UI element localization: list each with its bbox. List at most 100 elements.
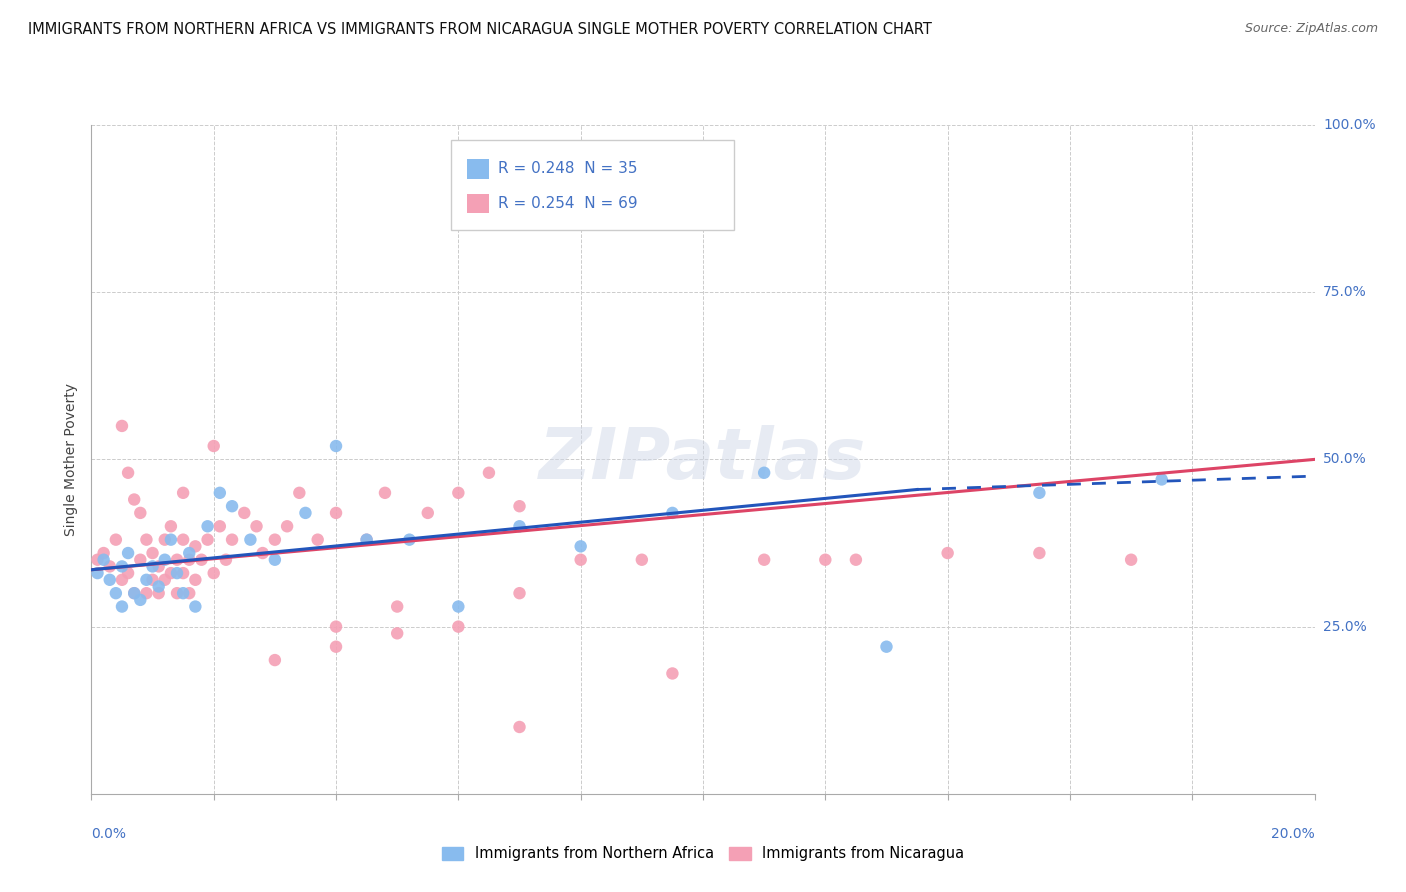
Point <box>197 519 219 533</box>
Point <box>325 640 347 654</box>
Point <box>148 580 170 594</box>
Point <box>264 552 287 567</box>
Point <box>117 566 139 581</box>
Point <box>166 566 188 581</box>
Point <box>129 592 152 607</box>
Point <box>264 653 287 667</box>
Point <box>356 533 378 547</box>
Point <box>153 533 176 547</box>
Point <box>160 566 183 581</box>
Text: 50.0%: 50.0% <box>1323 452 1367 467</box>
Point <box>166 586 188 600</box>
Text: 0.0%: 0.0% <box>91 827 127 841</box>
Point <box>179 586 201 600</box>
Point <box>221 500 243 514</box>
Point <box>148 586 170 600</box>
Point <box>197 533 219 547</box>
Point <box>202 439 225 453</box>
Point <box>141 559 163 574</box>
Point <box>202 566 225 581</box>
Point <box>661 666 683 681</box>
Point <box>233 506 256 520</box>
Point <box>172 533 194 547</box>
Point <box>509 720 531 734</box>
Point <box>814 552 837 567</box>
Point <box>631 552 654 567</box>
Point <box>129 506 152 520</box>
Y-axis label: Single Mother Poverty: Single Mother Poverty <box>65 383 79 536</box>
Text: 25.0%: 25.0% <box>1323 620 1367 633</box>
Point <box>1121 552 1143 567</box>
Point <box>160 533 183 547</box>
Point <box>208 519 231 533</box>
Point <box>122 586 145 600</box>
Point <box>93 552 115 567</box>
Point <box>1028 485 1050 500</box>
Point <box>104 586 127 600</box>
Point <box>936 546 959 560</box>
Point <box>166 552 188 567</box>
Point <box>447 485 470 500</box>
Text: R = 0.248  N = 35: R = 0.248 N = 35 <box>498 161 637 177</box>
Point <box>111 559 134 574</box>
Point <box>1150 473 1173 487</box>
Point <box>416 506 439 520</box>
Point <box>509 586 531 600</box>
Point <box>264 533 287 547</box>
Point <box>93 546 115 560</box>
Point <box>385 626 409 640</box>
Point <box>111 573 134 587</box>
Point <box>184 599 207 614</box>
Point <box>117 546 139 560</box>
Point <box>122 586 145 600</box>
Point <box>478 466 501 480</box>
Point <box>356 533 378 547</box>
Point <box>98 559 121 574</box>
Point <box>325 619 347 633</box>
Point <box>153 552 176 567</box>
Point <box>172 586 194 600</box>
Point <box>569 552 592 567</box>
Point <box>208 485 231 500</box>
Point <box>98 573 121 587</box>
Text: 75.0%: 75.0% <box>1323 285 1367 299</box>
Legend: Immigrants from Northern Africa, Immigrants from Nicaragua: Immigrants from Northern Africa, Immigra… <box>436 840 970 867</box>
Point <box>135 533 157 547</box>
Point <box>86 566 108 581</box>
Point <box>447 619 470 633</box>
Point <box>294 506 316 520</box>
Point <box>239 533 262 547</box>
Point <box>875 640 898 654</box>
Point <box>179 546 201 560</box>
Point <box>252 546 274 560</box>
Point <box>307 533 329 547</box>
Point <box>190 552 212 567</box>
Point <box>245 519 267 533</box>
Point <box>117 466 139 480</box>
Point <box>135 586 157 600</box>
Text: 100.0%: 100.0% <box>1323 118 1375 132</box>
Point <box>184 539 207 553</box>
Text: 20.0%: 20.0% <box>1271 827 1315 841</box>
Point <box>160 519 183 533</box>
Point <box>184 573 207 587</box>
Point <box>141 573 163 587</box>
Point <box>215 552 238 567</box>
Point <box>385 599 409 614</box>
Point <box>325 439 347 453</box>
Point <box>104 533 127 547</box>
Point <box>1028 546 1050 560</box>
Point <box>276 519 298 533</box>
Point <box>221 533 243 547</box>
Point <box>86 552 108 567</box>
Point <box>172 566 194 581</box>
Point <box>398 533 420 547</box>
Text: R = 0.254  N = 69: R = 0.254 N = 69 <box>498 196 637 211</box>
Point <box>754 552 776 567</box>
Point <box>845 552 868 567</box>
Point <box>141 546 163 560</box>
Point <box>153 573 176 587</box>
Point <box>509 500 531 514</box>
Text: Source: ZipAtlas.com: Source: ZipAtlas.com <box>1244 22 1378 36</box>
Point <box>179 552 201 567</box>
